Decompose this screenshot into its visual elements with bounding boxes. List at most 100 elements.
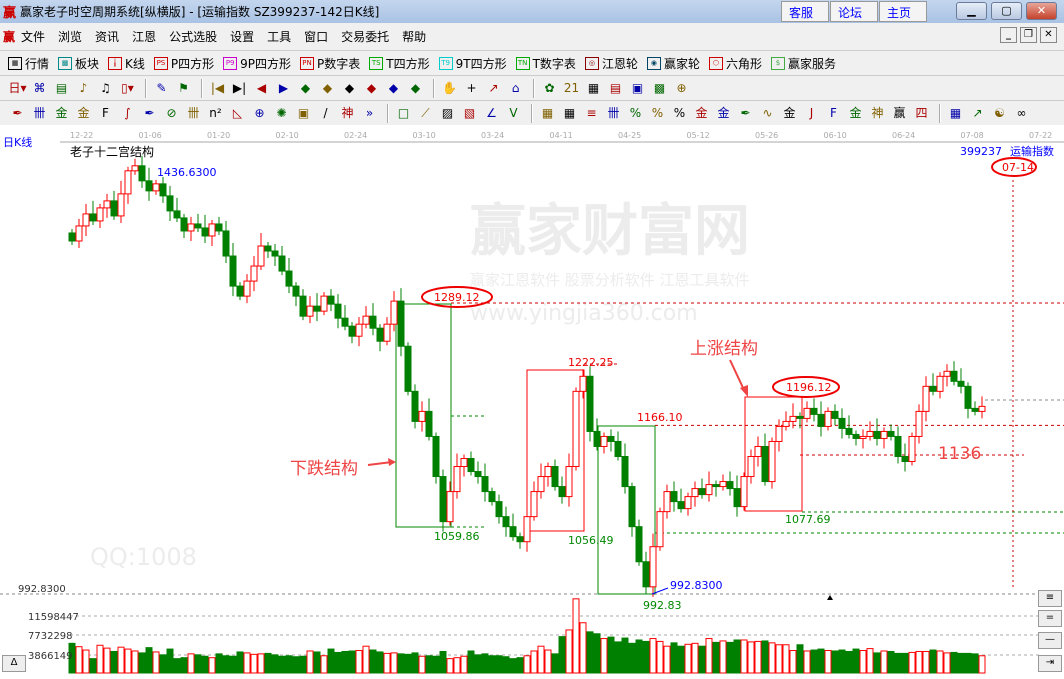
tool-icon[interactable]: ▦: [541, 105, 554, 120]
tool-icon[interactable]: ▶|: [232, 80, 247, 95]
tool-icon[interactable]: ✎: [156, 80, 167, 95]
menu-item[interactable]: 资讯: [95, 30, 120, 44]
tool-icon[interactable]: ⌘: [33, 80, 46, 95]
tool-icon[interactable]: 金: [695, 105, 708, 120]
tool-icon[interactable]: ✺: [276, 105, 287, 120]
tool-icon[interactable]: ↗: [488, 80, 499, 95]
mdi-close-button[interactable]: ✕: [1040, 27, 1057, 43]
toolbar-button[interactable]: TN T数字表: [515, 55, 576, 72]
tool-icon[interactable]: 四: [915, 105, 928, 120]
tool-icon[interactable]: ◆: [300, 80, 311, 95]
tool-icon[interactable]: ⊘: [166, 105, 177, 120]
toolbar-button[interactable]: PS P四方形: [153, 55, 214, 72]
tool-icon[interactable]: ▣: [631, 80, 644, 95]
menu-item[interactable]: 浏览: [58, 30, 83, 44]
tool-icon[interactable]: 神: [871, 105, 884, 120]
tool-icon[interactable]: ↗: [972, 105, 983, 120]
menu-item[interactable]: 公式选股: [169, 30, 218, 44]
tool-icon[interactable]: ▤: [609, 80, 622, 95]
tool-icon[interactable]: ✿: [544, 80, 555, 95]
tool-icon[interactable]: 卌: [607, 105, 620, 120]
tool-icon[interactable]: J: [809, 105, 814, 120]
toolbar-button[interactable]: $ 赢家服务: [770, 55, 836, 72]
tool-icon[interactable]: ≡: [586, 105, 597, 120]
menu-item[interactable]: 设置: [230, 30, 255, 44]
tool-icon[interactable]: V: [509, 105, 518, 120]
tool-icon[interactable]: ◆: [410, 80, 421, 95]
menu-item[interactable]: 文件: [21, 30, 46, 44]
tool-icon[interactable]: 卌: [187, 105, 200, 120]
tool-icon[interactable]: ∿: [762, 105, 773, 120]
tool-icon[interactable]: ◺: [232, 105, 243, 120]
tool-icon[interactable]: ✒: [12, 105, 23, 120]
tool-icon[interactable]: ▨: [441, 105, 454, 120]
menu-item[interactable]: 窗口: [304, 30, 329, 44]
tool-icon[interactable]: ▦: [563, 105, 576, 120]
zoom-in-button[interactable]: ≡: [1038, 590, 1062, 607]
delta-button[interactable]: Δ: [2, 655, 26, 672]
tool-icon[interactable]: 21: [563, 80, 580, 95]
tool-icon[interactable]: ◆: [366, 80, 377, 95]
scroll-right-button[interactable]: ⇥: [1038, 655, 1062, 672]
tool-icon[interactable]: ▦: [949, 105, 962, 120]
toolbar-button[interactable]: ◎ 江恩轮: [584, 55, 638, 72]
toolbar-button[interactable]: TS T四方形: [369, 55, 430, 72]
toolbar-button[interactable]: ╽ K线: [108, 55, 145, 72]
tool-icon[interactable]: ⌂: [511, 80, 520, 95]
toolbar-button[interactable]: ▦ 行情: [8, 55, 49, 72]
tool-icon[interactable]: ▦: [587, 80, 600, 95]
toolbar-button[interactable]: ⬡ 六角形: [708, 55, 762, 72]
tool-icon[interactable]: ♫: [100, 80, 111, 95]
tool-icon[interactable]: ◀: [256, 80, 267, 95]
tool-icon[interactable]: 金: [77, 105, 90, 120]
tool-icon[interactable]: /: [323, 105, 328, 120]
tool-icon[interactable]: ⟋: [421, 105, 430, 120]
scroll-button[interactable]: —: [1038, 632, 1062, 649]
tool-icon[interactable]: ∫: [124, 105, 131, 120]
tool-icon[interactable]: 神: [341, 105, 354, 120]
mdi-restore-button[interactable]: ❐: [1020, 27, 1037, 43]
tool-icon[interactable]: |◀: [210, 80, 225, 95]
kline-chart[interactable]: 赢家财富网 赢家江恩软件 股票分析软件 江恩工具软件 www.yingjia360.…: [0, 126, 1064, 676]
close-button[interactable]: ✕: [1026, 2, 1057, 20]
tool-icon[interactable]: □: [397, 105, 410, 120]
tool-icon[interactable]: n²: [209, 105, 222, 120]
tool-icon[interactable]: 金: [55, 105, 68, 120]
tool-icon[interactable]: 日▾: [8, 80, 27, 95]
tool-icon[interactable]: 卌: [33, 105, 46, 120]
tool-icon[interactable]: ⚑: [178, 80, 189, 95]
tool-icon[interactable]: »: [365, 105, 374, 120]
minimize-button[interactable]: ▁: [956, 2, 987, 20]
tool-icon[interactable]: ✒: [144, 105, 155, 120]
tool-icon[interactable]: ◆: [344, 80, 355, 95]
toolbar-button[interactable]: PN P数字表: [300, 55, 360, 72]
menu-item[interactable]: 交易委托: [341, 30, 390, 44]
tool-icon[interactable]: ◆: [388, 80, 399, 95]
mdi-minimize-button[interactable]: _: [1000, 27, 1017, 43]
tool-icon[interactable]: ☯: [994, 105, 1005, 120]
tool-icon[interactable]: ∞: [1016, 105, 1027, 120]
tool-icon[interactable]: ▶: [278, 80, 289, 95]
customer-service-link[interactable]: 客服: [781, 1, 829, 22]
tool-icon[interactable]: +: [466, 80, 477, 95]
tool-icon[interactable]: ✋: [442, 80, 457, 95]
tool-icon[interactable]: ♪: [79, 80, 88, 95]
zoom-out-button[interactable]: =: [1038, 610, 1062, 627]
tool-icon[interactable]: ▧: [463, 105, 476, 120]
tool-icon[interactable]: 赢: [893, 105, 906, 120]
tool-icon[interactable]: %: [629, 105, 642, 120]
tool-icon[interactable]: %: [651, 105, 664, 120]
tool-icon[interactable]: ⊕: [254, 105, 265, 120]
tool-icon[interactable]: 金: [717, 105, 730, 120]
menu-item[interactable]: 帮助: [402, 30, 427, 44]
maximize-button[interactable]: ▢: [991, 2, 1022, 20]
tool-icon[interactable]: F: [102, 105, 109, 120]
tool-icon[interactable]: ▯▾: [121, 80, 134, 95]
tool-icon[interactable]: ▩: [653, 80, 666, 95]
tool-icon[interactable]: ✒: [740, 105, 751, 120]
tool-icon[interactable]: F: [830, 105, 837, 120]
toolbar-button[interactable]: ◉ 赢家轮: [646, 55, 700, 72]
tool-icon[interactable]: ⊕: [676, 80, 687, 95]
tool-icon[interactable]: ▤: [55, 80, 68, 95]
tool-icon[interactable]: 金: [849, 105, 862, 120]
